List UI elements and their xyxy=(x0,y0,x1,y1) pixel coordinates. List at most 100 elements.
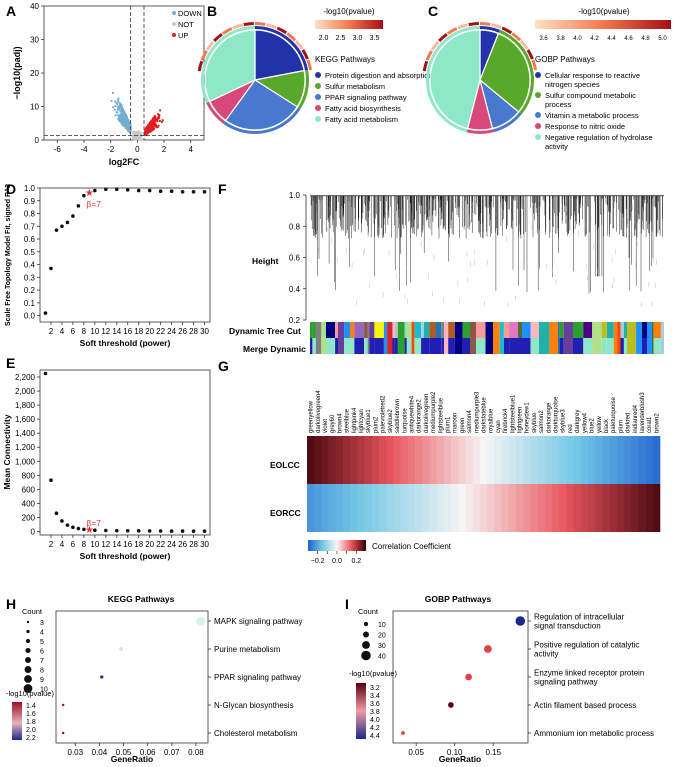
row-label-dynamic: Dynamic Tree Cut xyxy=(229,326,301,336)
heatmap-cell-eolcc xyxy=(523,436,531,484)
x-tick-label: 8 xyxy=(82,327,87,336)
heatmap-cell-eolcc xyxy=(587,436,596,484)
dynamic-tree-cut-segment xyxy=(326,322,336,338)
module-label: plum1 xyxy=(446,416,452,433)
chord-slice-1 xyxy=(254,29,305,81)
heatmap-cell-eolcc xyxy=(357,436,365,484)
volcano-point-not xyxy=(138,138,141,141)
enrichment-dot xyxy=(62,731,65,735)
count-legend-dot xyxy=(363,621,369,627)
volcano-y-tick-label: 10 xyxy=(30,103,39,112)
row-label-eolcc: EOLCC xyxy=(270,460,300,470)
merge-dynamic-segment xyxy=(429,338,436,354)
dynamic-tree-cut-segment xyxy=(367,322,370,338)
merge-dynamic-segment xyxy=(661,338,664,354)
heatmap-cell-eolcc xyxy=(472,436,481,484)
merge-dynamic-segment xyxy=(583,338,593,354)
count-legend-label: 10 xyxy=(378,622,386,629)
count-legend-label: 40 xyxy=(378,654,386,661)
volcano-y-tick-label: 20 xyxy=(30,69,39,78)
legend-down: DOWN xyxy=(178,9,202,18)
category-label: N-Glycan biosynthesis xyxy=(214,701,294,710)
row-label-merge: Merge Dynamic xyxy=(243,344,306,354)
category-label: Ammonium ion metabolic process xyxy=(534,729,654,738)
gene-ring-segment xyxy=(301,49,309,60)
gobp-chord-slices xyxy=(422,22,538,134)
legend-entry-2: Sulfur compound metabolic process xyxy=(545,91,636,109)
category-label: MAPK signaling pathway xyxy=(214,617,303,626)
y-tick-label: 0.5 xyxy=(24,248,36,257)
dynamic-tree-cut-segment xyxy=(354,322,365,338)
heatmap-cell-eorcc xyxy=(415,484,423,532)
dynamic-tree-cut-segment xyxy=(424,322,430,338)
count-legend-label: 9 xyxy=(40,677,44,684)
heatmap-cell-eorcc xyxy=(364,484,373,532)
x-tick-label: 0.08 xyxy=(188,748,204,757)
volcano-x-tick-label: 4 xyxy=(188,145,193,154)
heatmap-cell-eolcc xyxy=(350,436,358,484)
gene-ring-segment xyxy=(205,40,215,51)
module-label: red xyxy=(568,424,574,433)
y-tick-label: 1,000 xyxy=(15,457,36,466)
chord-ring-3 xyxy=(492,112,522,133)
volcano-point-down xyxy=(119,109,122,112)
gene-ring-segment xyxy=(286,32,297,42)
count-legend-label: 30 xyxy=(378,643,386,650)
x-tick-label: 0.07 xyxy=(164,748,180,757)
heatmap-cell-eorcc xyxy=(609,484,618,532)
heatmap-cell-eorcc xyxy=(602,484,610,532)
scale-tick-label: 3.8 xyxy=(556,36,565,42)
volcano-point-not xyxy=(141,138,144,141)
soft-threshold-point xyxy=(136,529,141,533)
heatmap-cell-eolcc xyxy=(465,436,473,484)
category-label: Actin filament based process xyxy=(534,701,636,710)
dendrogram-height-label: Height xyxy=(252,256,279,266)
x-tick-label: 20 xyxy=(145,540,154,549)
soft-threshold-point xyxy=(76,204,81,208)
chord-ring-1 xyxy=(480,26,500,33)
merge-dynamic-segment xyxy=(312,338,316,354)
soft-threshold-point xyxy=(60,224,64,229)
heatmap-cell-eolcc xyxy=(494,436,502,484)
scale-free-x-label: Soft threshold (power) xyxy=(80,338,171,348)
legend-up: UP xyxy=(178,31,188,40)
heatmap-cell-eorcc xyxy=(321,484,329,532)
volcano-point-down xyxy=(117,100,120,103)
chord-slice-5 xyxy=(204,29,256,103)
soft-threshold-point xyxy=(71,214,75,218)
dynamic-tree-cut-segment xyxy=(493,322,500,338)
volcano-y-tick-label: 40 xyxy=(30,2,39,11)
dynamic-tree-cut-segment xyxy=(369,322,375,338)
mean-connectivity-plot: ★ 2 4 6 8 10 12 14 16 18 20 22 24 26 28 30 02004006008… xyxy=(2,369,211,561)
soft-threshold-point xyxy=(180,529,185,533)
gobp-dot-title: GOBP Pathways xyxy=(425,594,492,604)
chord-ring-4 xyxy=(206,101,226,124)
x-tick-label: 24 xyxy=(167,540,176,549)
heatmap-cell-eolcc xyxy=(307,436,315,484)
merge-dynamic-segment xyxy=(636,338,642,354)
module-label: steelblue xyxy=(345,408,351,433)
merge-dynamic-segment xyxy=(411,338,415,354)
chord-slice-2 xyxy=(479,32,531,113)
heatmap-cell-eorcc xyxy=(623,484,632,532)
enrichment-dot xyxy=(515,616,526,626)
merge-dynamic-segment xyxy=(350,338,355,354)
count-legend-label: 7 xyxy=(40,658,44,665)
soft-threshold-point xyxy=(60,519,64,523)
module-label: lavenderblush3 xyxy=(640,392,646,433)
merge-dynamic-segment xyxy=(470,338,476,354)
module-label: mediumpurple3 xyxy=(474,391,480,433)
merge-dynamic-segment xyxy=(310,338,313,354)
module-label: yellow4 xyxy=(582,412,588,433)
dynamic-tree-cut-segment xyxy=(406,322,412,338)
module-label: antiquewhite4 xyxy=(410,395,416,433)
merge-dynamic-segment xyxy=(530,338,539,354)
dynamic-tree-cut-segment xyxy=(653,322,661,338)
scale-free-y-label: Scale Free Topology Model Fit, signed R^… xyxy=(4,184,12,326)
x-tick-label: 0.05 xyxy=(408,748,424,757)
heatmap-cell-eolcc xyxy=(328,436,337,484)
dynamic-tree-cut-segment xyxy=(583,322,593,338)
x-tick-label: 16 xyxy=(123,327,132,336)
volcano-x-tick-label: -6 xyxy=(54,145,62,154)
volcano-point-down xyxy=(116,114,120,117)
